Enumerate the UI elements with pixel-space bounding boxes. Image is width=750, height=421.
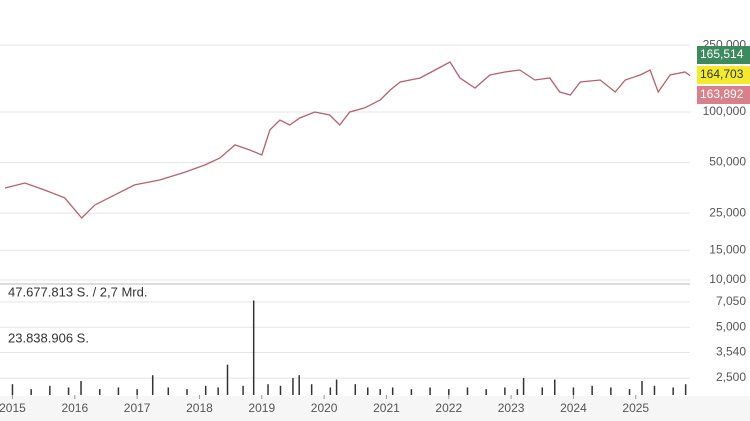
x-tick-label: 2025 (622, 401, 649, 415)
price-badge (697, 86, 750, 104)
price-line (4, 61, 691, 219)
price-badge-label: 165,514 (700, 47, 744, 61)
price-badge (697, 66, 750, 84)
y-tick-label: 3,540 (716, 345, 746, 359)
y-tick-label: 7,050 (716, 294, 746, 308)
annotation: 47.677.813 S. / 2,7 Mrd. (8, 284, 147, 299)
price-badge-label: 163,892 (700, 87, 744, 101)
x-tick-label: 2019 (248, 401, 275, 415)
y-tick-label: 2,500 (716, 370, 746, 384)
x-tick-label: 2015 (0, 401, 26, 415)
y-tick-label: 15,000 (709, 243, 746, 257)
x-tick-label: 2022 (435, 401, 462, 415)
y-tick-label: 25,000 (709, 205, 746, 219)
x-tick-label: 2018 (186, 401, 213, 415)
price-badge-label: 164,703 (700, 67, 744, 81)
x-tick-label: 2017 (124, 401, 151, 415)
x-tick-label: 2020 (311, 401, 338, 415)
x-tick-label: 2016 (61, 401, 88, 415)
x-tick-label: 2021 (373, 401, 400, 415)
x-axis-band (0, 396, 750, 421)
y-tick-label: 10,000 (709, 272, 746, 286)
price-badge (697, 46, 750, 64)
y-tick-label: 100,000 (703, 104, 747, 118)
y-tick-label: 5,000 (716, 319, 746, 333)
x-tick-label: 2024 (560, 401, 587, 415)
annotation: 23.838.906 S. (8, 330, 89, 345)
y-tick-label: 50,000 (709, 155, 746, 169)
x-tick-label: 2023 (498, 401, 525, 415)
